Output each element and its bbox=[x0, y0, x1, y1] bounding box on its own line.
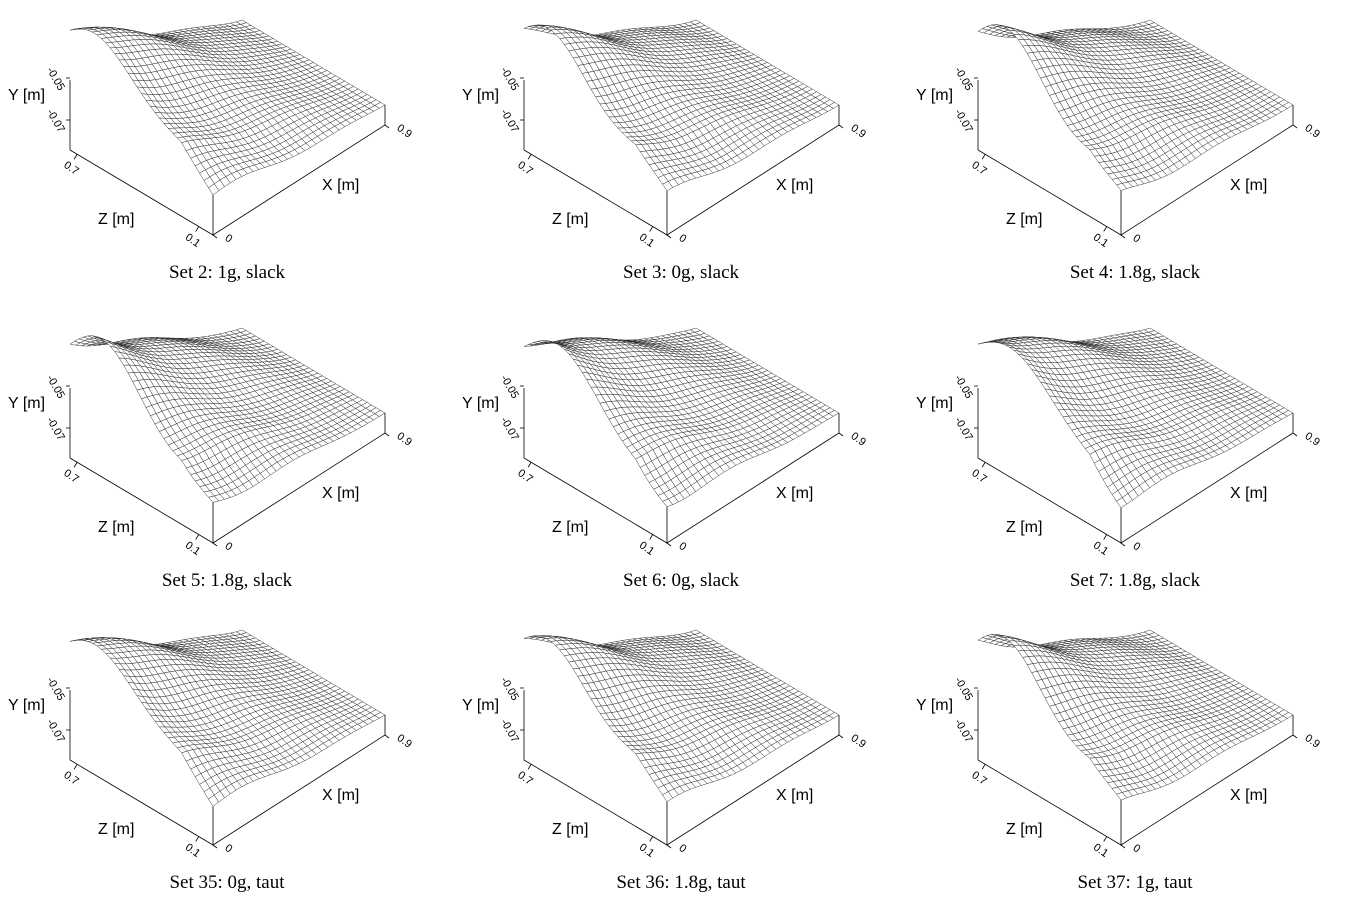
y-axis-label: Y [m] bbox=[462, 87, 499, 104]
y-axis-label: Y [m] bbox=[8, 87, 45, 104]
panel: -0.05 -0.07 0.1 0.7 0 0.9 Y [m] Z [m] X [m] Set 5… bbox=[8, 328, 414, 591]
z-tick-label: 0.1 bbox=[637, 231, 656, 250]
surface-mesh bbox=[70, 20, 385, 195]
x-axis-label: X [m] bbox=[776, 177, 813, 194]
z-axis-label: Z [m] bbox=[98, 211, 134, 228]
box-edge bbox=[524, 150, 667, 235]
x-tick-label: 0 bbox=[222, 540, 234, 553]
x-tick-label: 0 bbox=[676, 232, 688, 245]
z-axis-label: Z [m] bbox=[1006, 211, 1042, 228]
x-tick-label: 0.9 bbox=[848, 430, 867, 449]
x-tick-label: 0.9 bbox=[848, 122, 867, 141]
surface-mesh bbox=[978, 328, 1293, 508]
x-axis-label: X [m] bbox=[1230, 177, 1267, 194]
caption: Set 2: 1g, slack bbox=[169, 262, 286, 283]
z-tick-label: 0.7 bbox=[515, 467, 534, 486]
x-tick bbox=[667, 235, 671, 238]
y-tick-label: -0.05 bbox=[44, 65, 67, 93]
z-axis-label: Z [m] bbox=[552, 211, 588, 228]
x-tick-label: 0 bbox=[1130, 232, 1142, 245]
z-tick-label: 0.1 bbox=[183, 539, 202, 558]
x-tick-label: 0.9 bbox=[1302, 122, 1321, 141]
z-tick bbox=[650, 535, 653, 540]
x-tick bbox=[667, 543, 671, 546]
surface-mesh bbox=[70, 328, 385, 502]
y-tick-label: -0.07 bbox=[44, 107, 67, 135]
caption: Set 6: 0g, slack bbox=[623, 570, 740, 591]
x-tick bbox=[839, 433, 843, 436]
x-tick-label: 0 bbox=[676, 540, 688, 553]
z-tick bbox=[650, 227, 653, 232]
y-tick-label: -0.07 bbox=[952, 107, 975, 135]
y-axis-label: Y [m] bbox=[462, 395, 499, 412]
z-tick-label: 0.1 bbox=[637, 539, 656, 558]
y-axis-label: Y [m] bbox=[916, 87, 953, 104]
x-tick-label: 0.9 bbox=[394, 430, 413, 449]
surface-mesh bbox=[524, 20, 839, 191]
z-tick bbox=[528, 462, 531, 467]
x-tick bbox=[1293, 125, 1297, 128]
z-tick-label: 0.7 bbox=[61, 159, 80, 178]
figure: -0.05 -0.07 0.1 0.7 0 0.9 Y [m] Z [m] X [m] Set 2… bbox=[0, 0, 1362, 899]
z-tick bbox=[982, 154, 985, 159]
panel: -0.05 -0.07 0.1 0.7 0 0.9 Y [m] Z [m] X [m] Set 6… bbox=[462, 328, 868, 591]
x-tick-label: 0.9 bbox=[394, 122, 413, 141]
x-tick bbox=[1121, 235, 1125, 238]
z-axis-label: Z [m] bbox=[552, 519, 588, 536]
x-axis-label: X [m] bbox=[776, 485, 813, 502]
x-tick bbox=[385, 433, 389, 436]
x-tick bbox=[213, 235, 217, 238]
x-tick bbox=[839, 125, 843, 128]
x-tick bbox=[385, 125, 389, 128]
z-tick bbox=[74, 462, 77, 467]
z-tick-label: 0.7 bbox=[969, 159, 988, 178]
z-tick-label: 0.7 bbox=[61, 467, 80, 486]
z-tick-label: 0.7 bbox=[515, 159, 534, 178]
caption: Set 5: 1.8g, slack bbox=[162, 570, 293, 591]
panel: -0.05 -0.07 0.1 0.7 0 0.9 Y [m] Z [m] X [m] Set 4… bbox=[916, 20, 1322, 283]
z-tick-label: 0.1 bbox=[183, 231, 202, 250]
y-tick-label: -0.05 bbox=[498, 373, 521, 401]
x-axis-label: X [m] bbox=[322, 485, 359, 502]
panel: -0.05-0.070.10.700.9Y [m]Z [m]X [m]Set 7… bbox=[916, 328, 1322, 591]
surface-mesh bbox=[524, 328, 839, 507]
z-axis-label: Z [m] bbox=[98, 519, 134, 536]
y-tick-label: -0.05 bbox=[952, 65, 975, 93]
caption: Set 4: 1.8g, slack bbox=[1070, 262, 1201, 283]
z-tick bbox=[1104, 227, 1107, 232]
y-axis-label: Y [m] bbox=[8, 395, 45, 412]
x-tick-label: 0 bbox=[222, 232, 234, 245]
y-tick-label: -0.07 bbox=[498, 415, 521, 443]
y-tick-label: -0.07 bbox=[498, 107, 521, 135]
panel: -0.05 -0.07 0.1 0.7 0 0.9 Y [m] Z [m] X [m] Set 3… bbox=[462, 20, 868, 283]
z-tick bbox=[196, 227, 199, 232]
caption: Set 3: 0g, slack bbox=[623, 262, 740, 283]
y-tick-label: -0.05 bbox=[498, 65, 521, 93]
y-tick-label: -0.05 bbox=[44, 373, 67, 401]
x-tick bbox=[213, 543, 217, 546]
x-axis-label: X [m] bbox=[322, 177, 359, 194]
y-tick-label: -0.07 bbox=[44, 415, 67, 443]
panel: -0.05 -0.07 0.1 0.7 0 0.9 Y [m] Z [m] X [m] Set 2… bbox=[8, 20, 414, 283]
z-tick bbox=[528, 154, 531, 159]
z-tick bbox=[74, 154, 77, 159]
box-edge bbox=[70, 150, 213, 235]
surface-mesh bbox=[978, 20, 1293, 190]
z-tick-label: 0.1 bbox=[1091, 231, 1110, 250]
z-tick bbox=[196, 535, 199, 540]
